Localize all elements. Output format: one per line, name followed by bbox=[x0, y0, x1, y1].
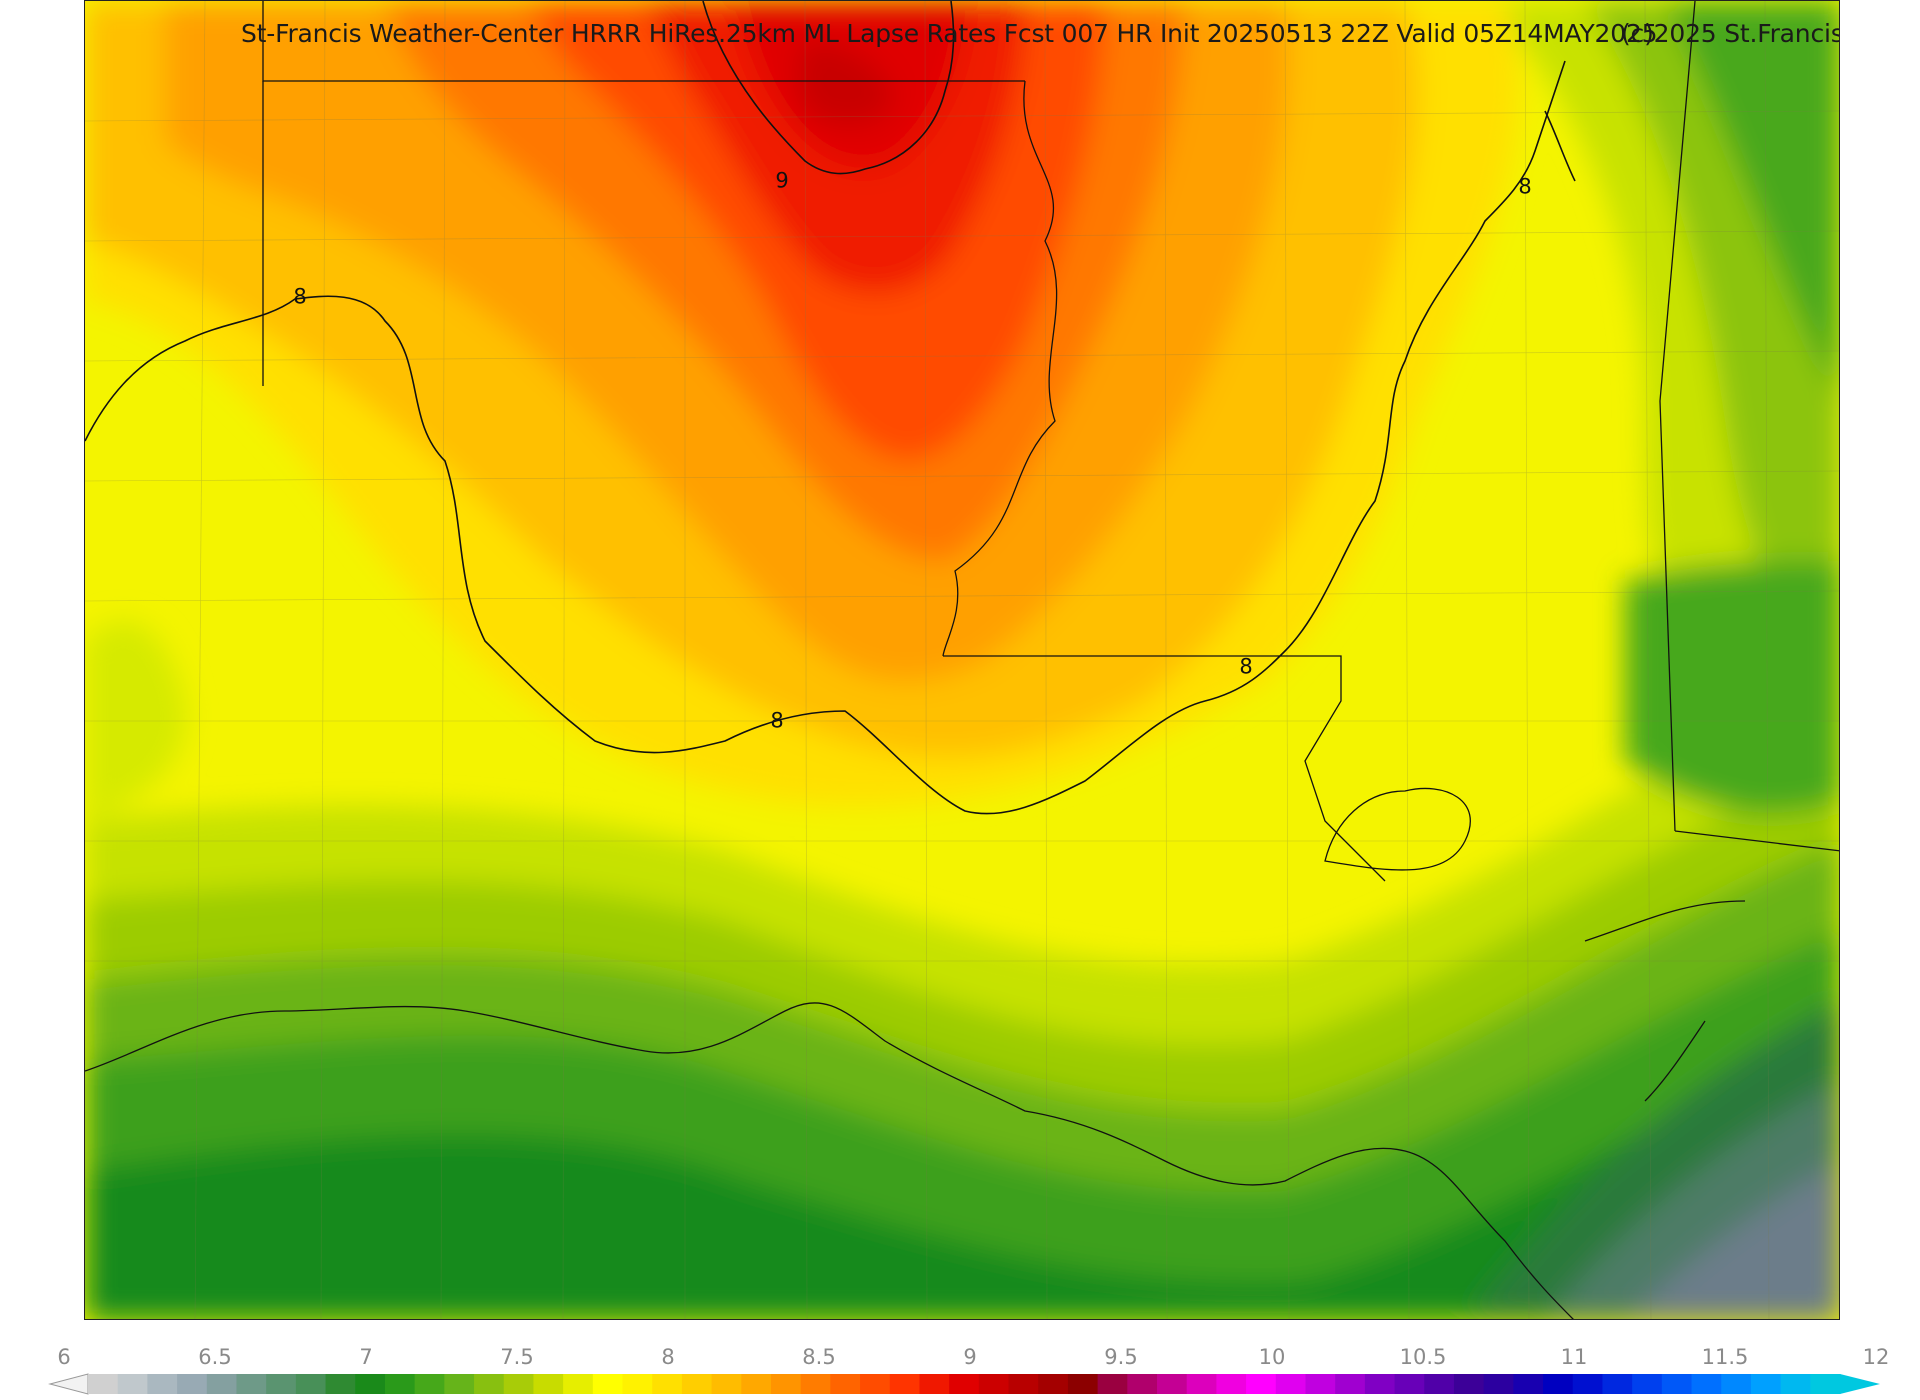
contour-label-9: 9 bbox=[775, 168, 789, 193]
colorbar-swatch bbox=[1810, 1374, 1841, 1394]
colorbar-swatch bbox=[770, 1374, 802, 1394]
colorbar-swatch bbox=[860, 1374, 891, 1394]
colorbar-swatch bbox=[1424, 1374, 1455, 1394]
colorbar-tick-label: 10.5 bbox=[1399, 1345, 1447, 1369]
colorbar-swatch bbox=[830, 1374, 861, 1394]
colorbar-swatch bbox=[147, 1374, 178, 1394]
colorbar-swatch bbox=[206, 1374, 238, 1394]
colorbar-tick-label: 8.5 bbox=[802, 1345, 836, 1369]
colorbar-swatch bbox=[1780, 1374, 1811, 1394]
colorbar-swatch bbox=[1394, 1374, 1425, 1394]
colorbar-swatch bbox=[503, 1374, 535, 1394]
colorbar-swatch bbox=[1513, 1374, 1544, 1394]
colorbar-swatch bbox=[474, 1374, 505, 1394]
colorbar-swatch bbox=[1750, 1374, 1782, 1394]
colorbar-tick-label: 12 bbox=[1862, 1345, 1890, 1369]
colorbar-swatch bbox=[1602, 1374, 1633, 1394]
colorbar-swatch bbox=[1691, 1374, 1722, 1394]
colorbar-swatch bbox=[1246, 1374, 1277, 1394]
colorbar-swatch bbox=[622, 1374, 653, 1394]
colorbar-swatch bbox=[949, 1374, 980, 1394]
colorbar-swatch bbox=[414, 1374, 445, 1394]
colorbar-swatch bbox=[236, 1374, 267, 1394]
colorbar-swatch bbox=[1483, 1374, 1514, 1394]
colorbar-tick-label: 11.5 bbox=[1701, 1345, 1749, 1369]
colorbar-tick-label: 11 bbox=[1560, 1345, 1588, 1369]
colorbar-swatch bbox=[444, 1374, 475, 1394]
lapse-rate-contours bbox=[85, 1, 1576, 815]
colorbar-swatch bbox=[800, 1374, 831, 1394]
contour-8-ne bbox=[1544, 110, 1576, 182]
colorbar-swatch bbox=[711, 1374, 742, 1394]
lapse-rate-map bbox=[85, 1, 1839, 1319]
colorbar-swatch bbox=[266, 1374, 297, 1394]
colorbar-swatch bbox=[1572, 1374, 1604, 1394]
colorbar-swatch bbox=[592, 1374, 624, 1394]
colorbar-swatch bbox=[1157, 1374, 1188, 1394]
colorbar-swatch bbox=[1632, 1374, 1663, 1394]
colorbar-gradient bbox=[48, 1373, 1880, 1395]
colorbar-swatch bbox=[384, 1374, 416, 1394]
colorbar-tick-label: 10 bbox=[1258, 1345, 1286, 1369]
state-borders bbox=[85, 1, 1839, 1319]
colorbar-swatch bbox=[919, 1374, 950, 1394]
colorbar-tick-label: 9 bbox=[963, 1345, 977, 1369]
colorbar-min-arrow bbox=[48, 1373, 89, 1395]
colorbar-max-arrow bbox=[1840, 1374, 1880, 1394]
contour-8-main bbox=[85, 60, 1566, 815]
colorbar-swatch bbox=[681, 1374, 713, 1394]
colorbar-swatch bbox=[1275, 1374, 1307, 1394]
colorbar-swatch bbox=[1127, 1374, 1158, 1394]
colorbar-tick-label: 6 bbox=[57, 1345, 71, 1369]
map-panel: St-Francis Weather-Center HRRR HiRes.25k… bbox=[84, 0, 1840, 1320]
contour-label-8-east: 8 bbox=[1239, 654, 1253, 679]
colorbar-swatch bbox=[1008, 1374, 1039, 1394]
colorbar-swatch bbox=[1335, 1374, 1366, 1394]
colorbar-swatch bbox=[1097, 1374, 1128, 1394]
colorbar-swatch bbox=[1661, 1374, 1693, 1394]
colorbar-swatch bbox=[1305, 1374, 1336, 1394]
colorbar-swatch bbox=[741, 1374, 772, 1394]
colorbar-swatch bbox=[1453, 1374, 1485, 1394]
colorbar-swatch bbox=[88, 1374, 119, 1394]
contour-label-8-northeast: 8 bbox=[1518, 174, 1532, 199]
colorbar-swatch bbox=[177, 1374, 208, 1394]
colorbar-tick-label: 9.5 bbox=[1104, 1345, 1138, 1369]
contour-label-8-west: 8 bbox=[293, 284, 307, 309]
colorbar-swatch bbox=[1721, 1374, 1752, 1394]
contour-label-8-south: 8 bbox=[770, 708, 784, 733]
colorbar-swatch bbox=[1364, 1374, 1396, 1394]
colorbar-tick-label: 8 bbox=[661, 1345, 675, 1369]
colorbar bbox=[30, 1368, 1890, 1400]
colorbar-swatch bbox=[978, 1374, 1010, 1394]
copyright-label: (c)2025 St.Francis Weather bbox=[1621, 19, 1840, 48]
map-title: St-Francis Weather-Center HRRR HiRes.25k… bbox=[241, 19, 1658, 48]
colorbar-swatch bbox=[652, 1374, 683, 1394]
colorbar-swatch bbox=[355, 1374, 386, 1394]
colorbar-swatch bbox=[1216, 1374, 1247, 1394]
colorbar-swatch bbox=[1067, 1374, 1099, 1394]
colorbar-swatch bbox=[1543, 1374, 1574, 1394]
contour-9 bbox=[702, 1, 955, 175]
colorbar-swatch bbox=[117, 1374, 148, 1394]
colorbar-swatch bbox=[563, 1374, 594, 1394]
colorbar-swatch bbox=[1186, 1374, 1218, 1394]
colorbar-swatch bbox=[325, 1374, 356, 1394]
colorbar-tick-label: 7.5 bbox=[500, 1345, 534, 1369]
colorbar-tick-label: 7 bbox=[359, 1345, 373, 1369]
colorbar-swatch bbox=[1038, 1374, 1069, 1394]
colorbar-swatch bbox=[889, 1374, 921, 1394]
shaded-field bbox=[85, 1, 1839, 1319]
colorbar-tick-label: 6.5 bbox=[198, 1345, 232, 1369]
colorbar-swatch bbox=[533, 1374, 564, 1394]
colorbar-swatch bbox=[295, 1374, 327, 1394]
